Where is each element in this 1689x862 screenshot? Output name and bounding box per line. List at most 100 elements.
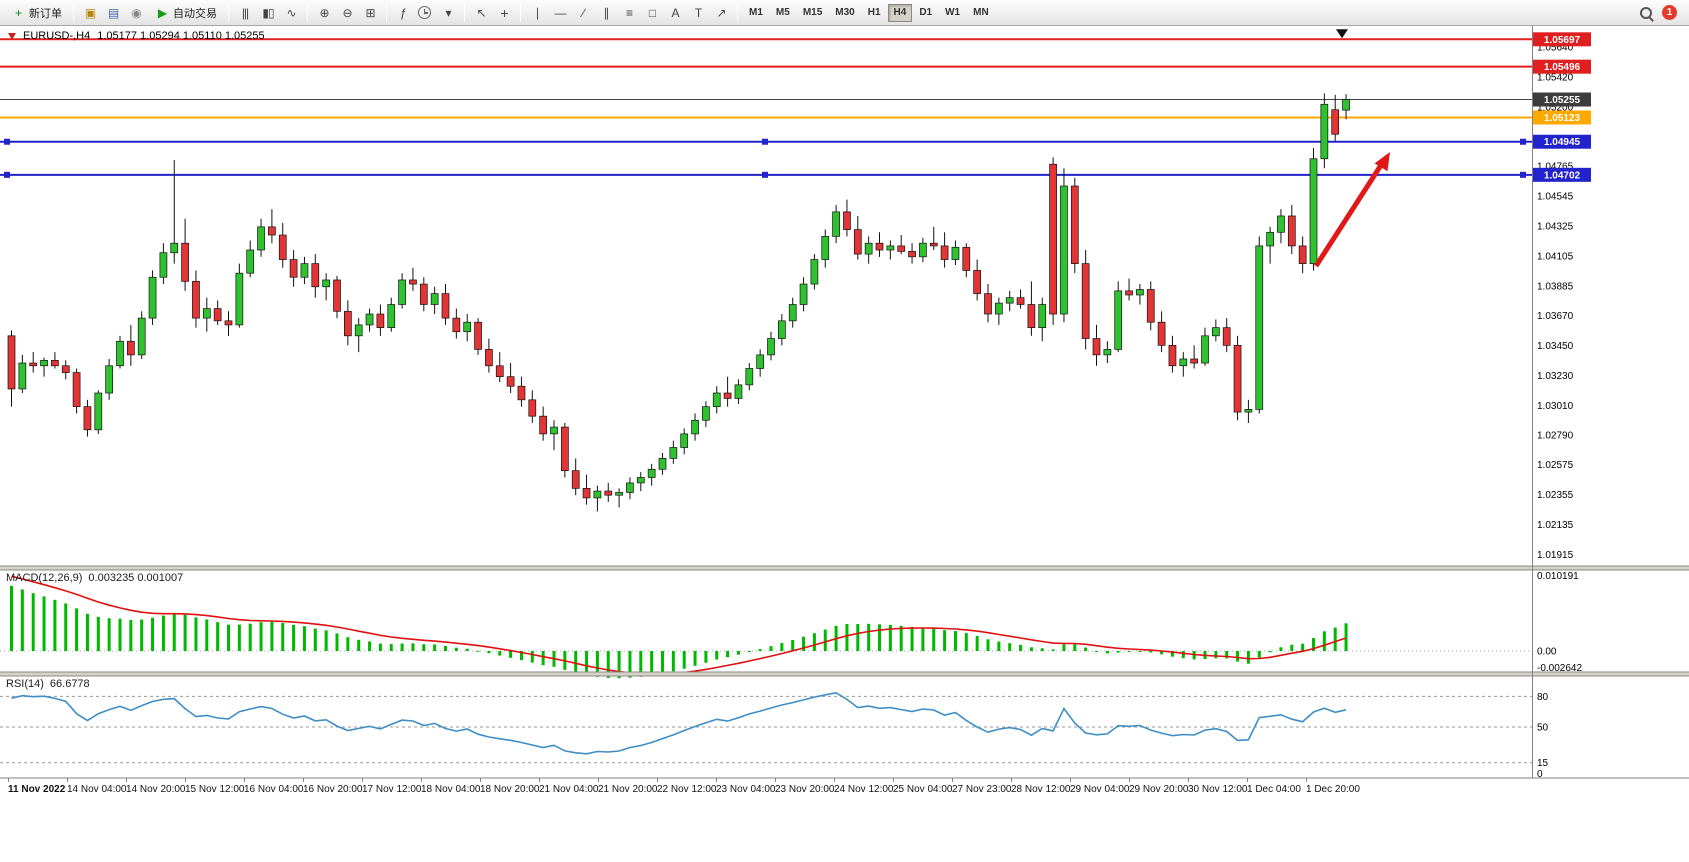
zoom-in-button[interactable]: ⊕ — [313, 3, 335, 23]
candle — [636, 477, 645, 484]
periods-button[interactable] — [415, 3, 436, 23]
line-handle[interactable] — [762, 171, 768, 178]
time-label: 18 Nov 04:00 — [421, 784, 481, 795]
macd-bar — [639, 651, 643, 677]
candle — [669, 447, 678, 459]
candle — [560, 426, 569, 472]
label-button[interactable]: T — [687, 3, 709, 23]
candle — [148, 276, 157, 319]
notification-badge[interactable]: 1 — [1662, 5, 1677, 20]
rsi-indicator-name: RSI(14) — [6, 678, 44, 690]
fibonacci-button[interactable]: ≡ — [618, 3, 640, 23]
rsi-indicator-value: 66.6778 — [49, 678, 90, 690]
candle — [1016, 297, 1025, 305]
macd-bar — [758, 649, 762, 652]
indicators-button[interactable]: ƒ — [392, 3, 414, 23]
cursor-button[interactable]: ↖ — [470, 3, 492, 23]
candle — [40, 359, 48, 367]
tile-windows-button[interactable]: ⊞ — [359, 3, 381, 23]
macd-bar — [270, 621, 274, 652]
macd-bar — [346, 637, 350, 652]
macd-bar — [1279, 647, 1283, 652]
macd-bar — [498, 651, 502, 656]
candle — [919, 242, 927, 258]
trendline-button[interactable]: ∕ — [572, 3, 594, 23]
candle — [1211, 327, 1220, 337]
new-order-button[interactable]: + 新订单 — [4, 3, 68, 23]
trend-arrow-head[interactable] — [1374, 152, 1390, 172]
candle — [409, 279, 417, 285]
profiles-button[interactable]: ▤ — [102, 3, 124, 23]
fibonacci-icon: ≡ — [625, 5, 633, 20]
search-icon[interactable] — [1638, 5, 1654, 21]
candle — [354, 324, 363, 337]
tile-icon: ⊞ — [365, 5, 375, 20]
chart-window-icon: ▣ — [84, 5, 96, 20]
macd-bar — [411, 643, 415, 652]
candle — [1342, 99, 1350, 111]
candle — [680, 433, 689, 448]
price-tick: 1.02575 — [1537, 460, 1574, 471]
line-chart-button[interactable]: ∿ — [280, 3, 302, 23]
candle — [593, 490, 602, 499]
time-label: 27 Nov 23:00 — [952, 784, 1012, 795]
community-button[interactable]: ◉ — [125, 3, 147, 23]
line-handle[interactable] — [1520, 138, 1526, 145]
vertical-line-button[interactable]: ∣ — [526, 3, 548, 23]
panel-splitter[interactable] — [0, 672, 1689, 676]
macd-bar — [20, 589, 24, 652]
price-line-label-text: 1.05255 — [1544, 95, 1581, 106]
line-handle[interactable] — [4, 171, 10, 178]
horizontal-line-button[interactable]: ― — [549, 3, 571, 23]
macd-bar — [389, 644, 393, 652]
line-handle[interactable] — [762, 138, 768, 145]
channel-button[interactable]: ∥ — [595, 3, 617, 23]
templates-button[interactable]: ▾ — [437, 3, 459, 23]
text-button[interactable]: A — [664, 3, 686, 23]
price-line-label — [1533, 32, 1591, 47]
trend-arrow[interactable] — [1313, 160, 1386, 268]
macd-bar — [1138, 651, 1142, 653]
zoom-out-button[interactable]: ⊖ — [336, 3, 358, 23]
line-handle[interactable] — [1520, 171, 1526, 178]
timeframe-d1-button[interactable]: D1 — [919, 7, 933, 18]
macd-bar — [1062, 644, 1066, 652]
timeframe-mn-button[interactable]: MN — [973, 7, 989, 18]
timeframe-h1-button[interactable]: H1 — [867, 7, 881, 18]
zoom-in-icon: ⊕ — [319, 5, 329, 20]
macd-bar — [129, 619, 133, 652]
candle — [83, 406, 92, 431]
panel-splitter[interactable] — [0, 566, 1689, 570]
macd-bar — [172, 613, 176, 652]
charts-button[interactable]: ▣ — [79, 3, 101, 23]
macd-bar — [194, 617, 198, 652]
timeframe-h4-button[interactable]: H4 — [887, 3, 913, 22]
macd-bar — [313, 628, 317, 652]
macd-bar — [42, 596, 46, 652]
candlestick-chart-button[interactable]: ▮▯ — [257, 3, 279, 23]
arrows-button[interactable]: ↗ — [710, 3, 732, 23]
timeframe-m15-button[interactable]: M15 — [802, 7, 823, 18]
macd-bar — [1290, 644, 1294, 652]
timeframe-m1-button[interactable]: M1 — [749, 7, 763, 18]
chart-canvas[interactable]: 80 50 150 1.05640 1.05420 1.05200 1.04765 1.045… — [0, 26, 1689, 862]
macd-bar — [183, 614, 187, 652]
macd-bar — [617, 651, 621, 679]
timeframe-m5-button[interactable]: M5 — [775, 7, 790, 18]
timeframe-w1-button[interactable]: W1 — [945, 7, 961, 18]
price-tick: 1.02135 — [1537, 520, 1574, 531]
crosshair-button[interactable]: + — [493, 3, 515, 23]
autotrading-button[interactable]: ▶ 自动交易 — [148, 3, 223, 23]
timeframe-m30-button[interactable]: M30 — [835, 7, 855, 18]
time-label: 29 Nov 04:00 — [1070, 784, 1130, 795]
time-label: 1 Dec 20:00 — [1306, 784, 1360, 795]
shapes-button[interactable]: □ — [641, 3, 663, 23]
macd-bar — [216, 622, 220, 652]
time-label: 30 Nov 12:00 — [1188, 784, 1248, 795]
bar-chart-button[interactable]: ||| — [234, 3, 256, 23]
line-handle[interactable] — [4, 138, 10, 145]
candle — [734, 384, 743, 399]
triangle-marker[interactable] — [1336, 29, 1348, 39]
macd-bar — [856, 624, 860, 652]
timeframe-group: M1 M5 M15 M30 H1 H4 D1 W1 MN — [743, 3, 995, 22]
